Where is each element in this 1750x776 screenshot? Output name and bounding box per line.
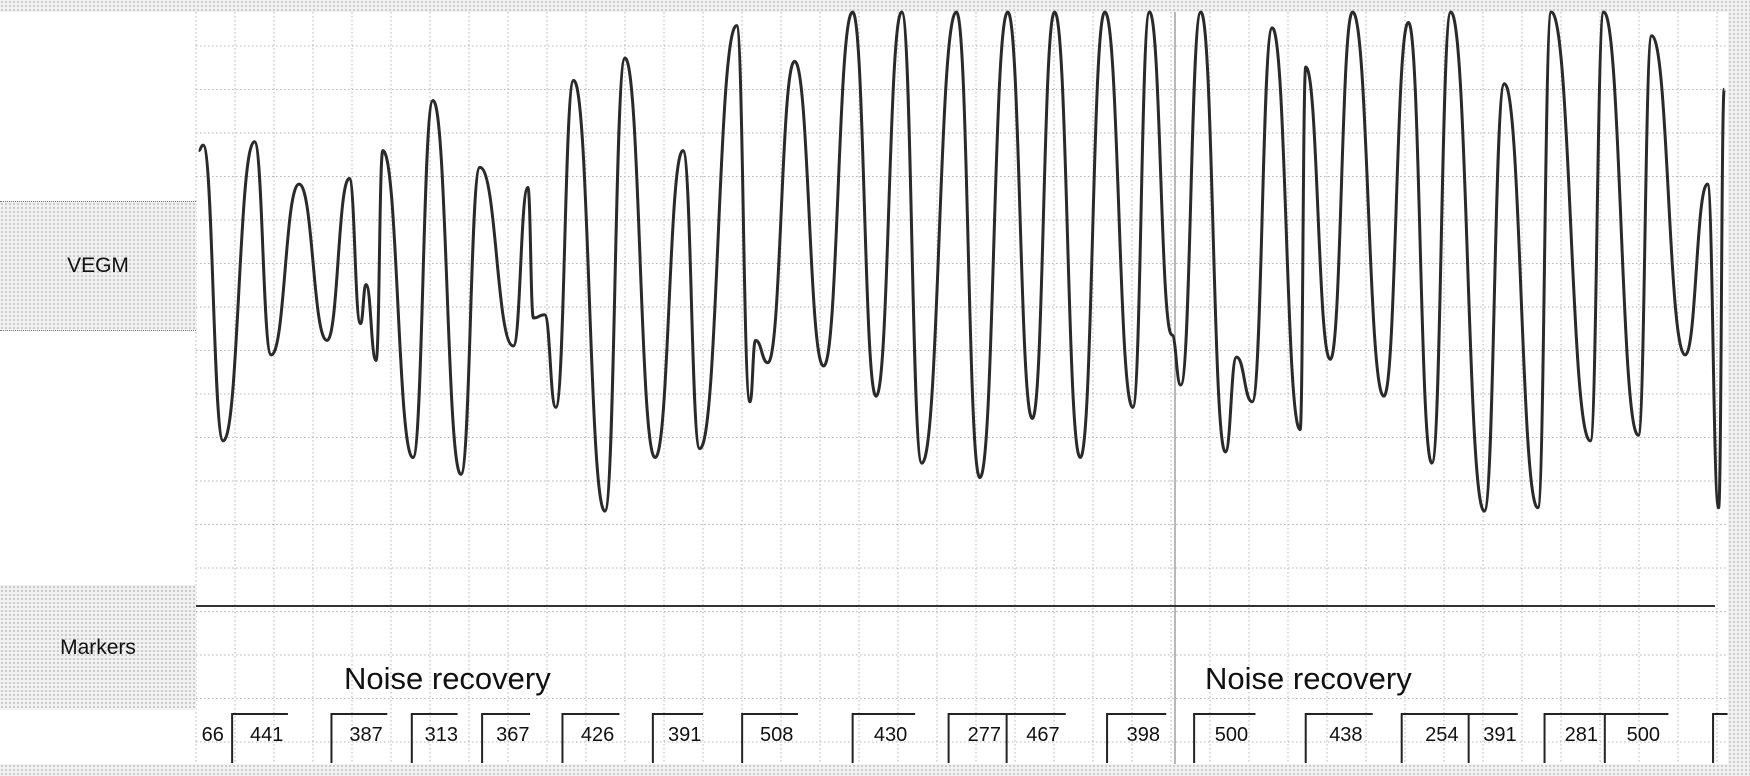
interval-label: 391	[1483, 724, 1516, 746]
sense-marker	[330, 713, 388, 763]
paper-border-bottom	[0, 764, 1750, 776]
sense-marker	[1543, 713, 1605, 763]
sense-marker	[481, 713, 531, 763]
sense-marker	[1712, 713, 1728, 763]
interval-label: 281	[1565, 724, 1598, 746]
noise-recovery-annotation: Noise recovery	[344, 661, 551, 696]
paper-border-right	[1728, 0, 1750, 776]
interval-label: 313	[425, 724, 458, 746]
noise-recovery-annotation: Noise recovery	[1205, 661, 1412, 696]
paper-border-top	[0, 0, 1750, 12]
sense-marker	[1603, 713, 1669, 763]
sense-marker	[1467, 713, 1518, 763]
sense-marker	[1193, 713, 1256, 763]
interval-label: 387	[349, 724, 382, 746]
sense-marker	[410, 713, 458, 763]
interval-label: 426	[581, 724, 614, 746]
interval-label: 441	[250, 724, 283, 746]
interval-label: 500	[1215, 724, 1248, 746]
interval-label: 66	[202, 724, 224, 746]
interval-label: 277	[968, 724, 1001, 746]
sense-marker	[1304, 713, 1373, 763]
sense-marker	[947, 713, 1007, 763]
sense-marker	[651, 713, 704, 763]
sense-marker	[741, 713, 798, 763]
interval-label: 367	[496, 724, 529, 746]
vegm-channel-label: VEGM	[0, 201, 196, 331]
sense-marker	[231, 713, 288, 763]
marker-channel: 66 441 387 313 367 426 391 508 430 277 467 398 500 43…	[202, 713, 1728, 763]
interval-label: 391	[668, 724, 701, 746]
sense-marker	[561, 713, 620, 763]
interval-label: 467	[1026, 724, 1059, 746]
grid	[195, 12, 1728, 764]
interval-label: 500	[1627, 724, 1660, 746]
sense-marker	[1106, 713, 1167, 763]
sense-marker	[851, 713, 916, 763]
interval-label: 438	[1329, 724, 1362, 746]
sense-marker	[1400, 713, 1469, 763]
interval-label: 398	[1127, 724, 1160, 746]
interval-label: 430	[874, 724, 907, 746]
interval-label: 254	[1425, 724, 1458, 746]
sense-marker	[1005, 713, 1066, 763]
vegm-trace	[198, 10, 1726, 513]
markers-channel-label: Markers	[0, 585, 196, 710]
interval-label: 508	[760, 724, 793, 746]
